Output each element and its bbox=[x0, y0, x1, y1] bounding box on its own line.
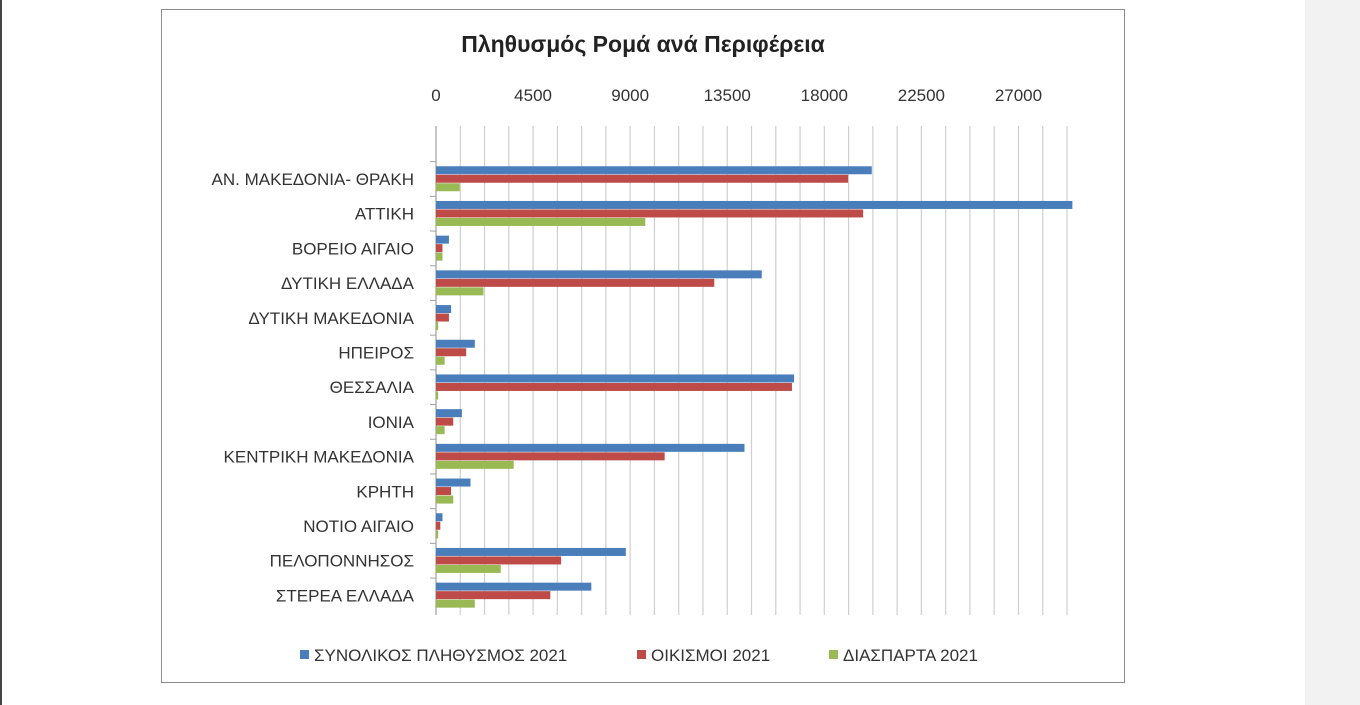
bar bbox=[436, 487, 452, 496]
category-label: ΚΡΗΤΗ bbox=[356, 482, 414, 501]
bar bbox=[436, 478, 471, 487]
bar bbox=[436, 513, 443, 522]
bar bbox=[436, 305, 452, 314]
bar bbox=[436, 521, 441, 530]
bar bbox=[436, 530, 439, 539]
bar bbox=[436, 417, 454, 426]
x-tick-label: 13500 bbox=[704, 86, 751, 105]
bar bbox=[436, 348, 467, 357]
legend-label: ΔΙΑΣΠΑΡΤΑ 2021 bbox=[843, 646, 978, 665]
bar bbox=[436, 443, 745, 452]
category-label: ΗΠΕΙΡΟΣ bbox=[338, 344, 414, 363]
bar bbox=[436, 339, 475, 348]
category-label: ΒΟΡΕΙΟ ΑΙΓΑΙΟ bbox=[292, 239, 414, 258]
x-tick-label: 4500 bbox=[514, 86, 552, 105]
bar bbox=[436, 382, 792, 391]
bar bbox=[436, 426, 445, 435]
bar bbox=[436, 235, 449, 244]
bar bbox=[436, 452, 665, 461]
bar bbox=[436, 564, 501, 573]
window-left-edge bbox=[0, 0, 2, 705]
bar bbox=[436, 547, 626, 556]
category-labels: ΑΝ. ΜΑΚΕΔΟΝΙΑ- ΘΡΑΚΗ ΑΤΤΙΚΗ ΒΟΡΕΙΟ ΑΙΓΑΙΟ Δ… bbox=[212, 161, 436, 605]
category-label: ΣΤΕΡΕΑ ΕΛΛΑΔΑ bbox=[276, 586, 415, 605]
chart-title: Πληθυσμός Ρομά ανά Περιφέρεια bbox=[461, 31, 825, 57]
category-label: ΚΕΝΤΡΙΚΗ ΜΑΚΕΔΟΝΙΑ bbox=[224, 448, 415, 467]
x-tick-label: 18000 bbox=[801, 86, 848, 105]
bar bbox=[436, 374, 795, 383]
bar bbox=[436, 244, 443, 253]
legend: ΣΥΝΟΛΙΚΟΣ ΠΛΗΘΥΣΜΟΣ 2021 ΟΙΚΙΣΜΟΙ 2021 ΔΙΑ… bbox=[300, 646, 978, 665]
bar bbox=[436, 409, 462, 418]
chart-frame bbox=[161, 9, 1125, 683]
bar bbox=[436, 391, 439, 400]
bar bbox=[436, 270, 762, 279]
category-label: ΙΟΝΙΑ bbox=[368, 413, 415, 432]
bar bbox=[436, 313, 449, 322]
legend-swatch bbox=[637, 650, 646, 659]
axis-tick-labels: 0 4500 9000 13500 18000 22500 27000 bbox=[431, 86, 1042, 105]
bar bbox=[436, 356, 445, 365]
category-label: ΝΟΤΙΟ ΑΙΓΑΙΟ bbox=[303, 517, 414, 536]
legend-label: ΟΙΚΙΣΜΟΙ 2021 bbox=[651, 646, 770, 665]
legend-swatch bbox=[829, 650, 838, 659]
category-label: ΘΕΣΣΑΛΙΑ bbox=[330, 378, 415, 397]
bar bbox=[436, 582, 592, 591]
x-tick-label: 22500 bbox=[898, 86, 945, 105]
bar bbox=[436, 166, 872, 175]
bar bbox=[436, 460, 514, 469]
bar bbox=[436, 252, 443, 261]
bar bbox=[436, 278, 715, 287]
bars bbox=[436, 166, 1073, 608]
bar bbox=[436, 495, 454, 504]
category-label: ΑΤΤΙΚΗ bbox=[355, 205, 414, 224]
bar bbox=[436, 183, 460, 192]
bar bbox=[436, 556, 562, 565]
category-label: ΔΥΤΙΚΗ ΜΑΚΕΔΟΝΙΑ bbox=[248, 309, 414, 328]
gridlines bbox=[435, 126, 1068, 615]
category-label: ΠΕΛΟΠΟΝΝΗΣΟΣ bbox=[270, 552, 414, 571]
category-label: ΑΝ. ΜΑΚΕΔΟΝΙΑ- ΘΡΑΚΗ bbox=[212, 170, 414, 189]
category-label: ΔΥΤΙΚΗ ΕΛΛΑΔΑ bbox=[281, 274, 415, 293]
x-tick-label: 0 bbox=[431, 86, 440, 105]
bar bbox=[436, 591, 551, 600]
legend-swatch bbox=[300, 650, 309, 659]
bar bbox=[436, 217, 646, 226]
legend-label: ΣΥΝΟΛΙΚΟΣ ΠΛΗΘΥΣΜΟΣ 2021 bbox=[314, 646, 567, 665]
bar bbox=[436, 209, 864, 218]
bar bbox=[436, 322, 439, 331]
bar bbox=[436, 599, 475, 608]
x-tick-label: 9000 bbox=[611, 86, 649, 105]
bar bbox=[436, 174, 849, 183]
bar bbox=[436, 287, 484, 296]
x-tick-label: 27000 bbox=[995, 86, 1042, 105]
right-side-panel bbox=[1305, 0, 1360, 705]
bar bbox=[436, 200, 1073, 209]
